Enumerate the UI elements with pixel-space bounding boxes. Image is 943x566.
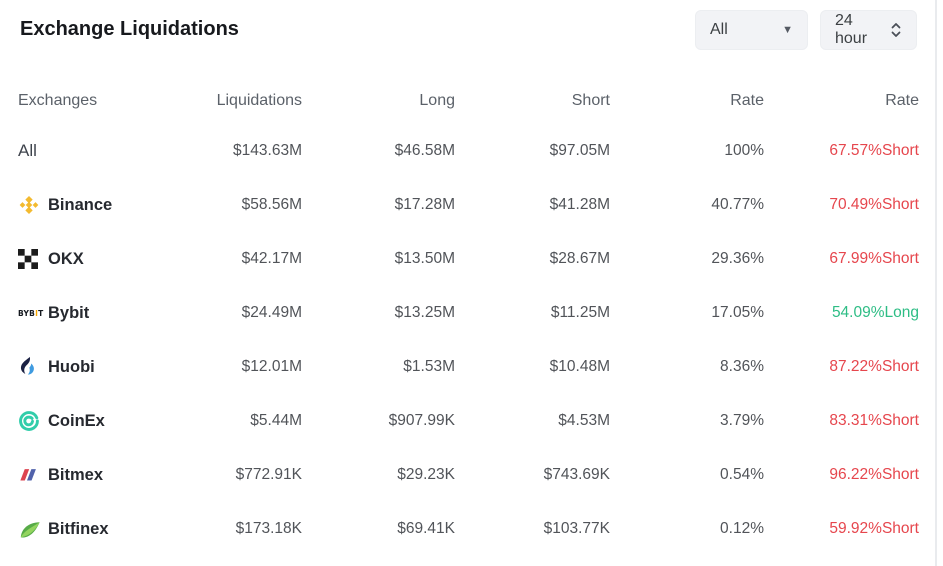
short-value: $103.77K <box>543 520 610 537</box>
rate-dominance-value: 87.22%Short <box>829 358 919 375</box>
short-value: $743.69K <box>543 466 610 483</box>
exchange-name: OKX <box>48 249 84 268</box>
rate-dominance-value: 83.31%Short <box>829 412 919 429</box>
bitfinex-icon <box>18 518 48 540</box>
long-value: $1.53M <box>403 358 455 375</box>
scope-dropdown[interactable]: All ▼ <box>695 10 808 50</box>
rate-dominance-value: 67.57%Short <box>829 142 919 159</box>
rate-dominance-value: 67.99%Short <box>829 250 919 267</box>
col-header-liquidations: Liquidations <box>216 92 302 109</box>
rate-value: 29.36% <box>711 250 764 267</box>
short-value: $41.28M <box>549 196 610 213</box>
liquidations-table: Exchanges Liquidations Long Short Rate R… <box>0 78 919 556</box>
long-value: $69.41K <box>397 520 455 537</box>
scope-dropdown-value: All <box>710 21 728 38</box>
rate-dominance-value: 59.92%Short <box>829 520 919 537</box>
short-value: $11.25M <box>550 304 610 321</box>
long-value: $17.28M <box>394 196 455 213</box>
okx-icon <box>18 249 48 269</box>
exchange-name: All <box>18 141 37 160</box>
col-header-rate-dominance: Rate <box>885 92 919 109</box>
table-row[interactable]: Bitfinex $173.18K $69.41K $103.77K 0.12%… <box>0 502 919 556</box>
short-value: $28.67M <box>549 250 610 267</box>
panel-right-border <box>935 0 937 566</box>
liquidations-value: $42.17M <box>241 250 302 267</box>
col-header-short: Short <box>571 92 610 109</box>
bitmex-icon <box>18 465 48 485</box>
liquidations-value: $24.49M <box>241 304 302 321</box>
liquidations-value: $143.63M <box>233 142 302 159</box>
bybit-icon: BYBIT <box>18 308 44 318</box>
exchange-name: CoinEx <box>48 411 105 430</box>
page-title: Exchange Liquidations <box>20 18 239 40</box>
period-dropdown-value: 24 hour <box>835 12 868 47</box>
table-row[interactable]: Bitmex $772.91K $29.23K $743.69K 0.54% 9… <box>0 448 919 502</box>
col-header-exchanges: Exchanges <box>18 92 98 109</box>
filter-controls: All ▼ 24 hour <box>695 10 917 50</box>
short-value: $97.05M <box>549 142 610 159</box>
liquidations-value: $173.18K <box>235 520 302 537</box>
table-row[interactable]: CoinEx $5.44M $907.99K $4.53M 3.79% 83.3… <box>0 394 919 448</box>
col-header-long: Long <box>419 92 455 109</box>
coinex-icon <box>18 410 48 432</box>
long-value: $13.25M <box>394 304 455 321</box>
rate-value: 0.12% <box>720 520 764 537</box>
table-row[interactable]: BYBIT Bybit $24.49M $13.25M $11.25M 17.0… <box>0 286 919 340</box>
rate-value: 0.54% <box>720 466 764 483</box>
short-value: $10.48M <box>549 358 610 375</box>
table-row[interactable]: Huobi $12.01M $1.53M $10.48M 8.36% 87.22… <box>0 340 919 394</box>
liquidations-value: $58.56M <box>241 196 302 213</box>
rate-value: 17.05% <box>711 304 764 321</box>
exchange-name: Huobi <box>48 357 95 376</box>
long-value: $907.99K <box>388 412 455 429</box>
exchange-name: Bybit <box>48 303 90 322</box>
long-value: $46.58M <box>394 142 455 159</box>
rate-value: 40.77% <box>711 196 764 213</box>
huobi-icon <box>18 356 48 378</box>
short-value: $4.53M <box>558 412 610 429</box>
rate-dominance-value: 96.22%Short <box>829 466 919 483</box>
rate-value: 100% <box>724 142 764 159</box>
caret-down-icon: ▼ <box>782 23 793 36</box>
liquidations-value: $12.01M <box>241 358 302 375</box>
rate-value: 3.79% <box>720 412 764 429</box>
period-dropdown[interactable]: 24 hour <box>820 10 917 50</box>
exchange-name: Binance <box>48 195 113 214</box>
liquidations-value: $5.44M <box>250 412 302 429</box>
table-row[interactable]: OKX $42.17M $13.50M $28.67M 29.36% 67.99… <box>0 232 919 286</box>
long-value: $13.50M <box>394 250 455 267</box>
rate-value: 8.36% <box>720 358 764 375</box>
rate-dominance-value: 70.49%Short <box>829 196 919 213</box>
exchange-name: Bitmex <box>48 465 104 484</box>
exchange-name: Bitfinex <box>48 519 109 538</box>
table-row[interactable]: All $143.63M $46.58M $97.05M 100% 67.57%… <box>0 124 919 178</box>
long-value: $29.23K <box>397 466 455 483</box>
binance-icon <box>18 194 48 216</box>
table-row[interactable]: Binance $58.56M $17.28M $41.28M 40.77% 7… <box>0 178 919 232</box>
up-down-chevrons-icon <box>890 21 902 39</box>
table-header-row: Exchanges Liquidations Long Short Rate R… <box>0 78 919 124</box>
rate-dominance-value: 54.09%Long <box>831 304 919 321</box>
col-header-rate: Rate <box>730 92 764 109</box>
liquidations-value: $772.91K <box>235 466 302 483</box>
